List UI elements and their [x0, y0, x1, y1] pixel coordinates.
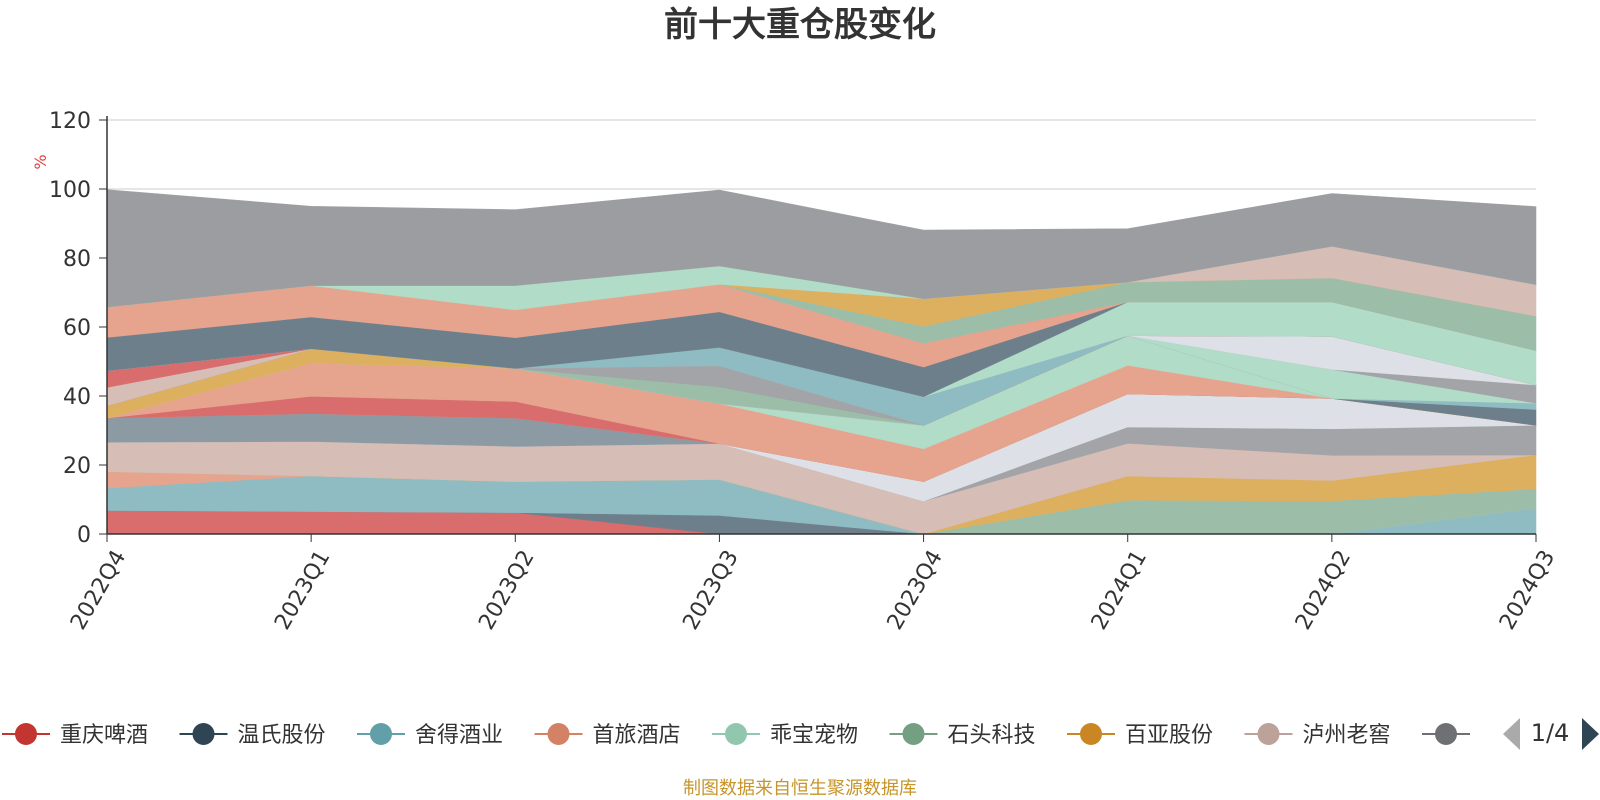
- legend-marker-icon: [725, 723, 747, 745]
- legend-label: 温氏股份: [238, 723, 326, 748]
- legend-label: 重庆啤酒: [60, 723, 148, 748]
- legend-item[interactable]: [1422, 723, 1470, 745]
- legend-item[interactable]: 泸州老窖: [1244, 723, 1391, 748]
- x-tick-label: 2023Q4: [883, 546, 948, 634]
- y-tick-label: 120: [49, 109, 91, 134]
- legend-label: 首旅酒店: [593, 723, 681, 748]
- legend-page-indicator: 1/4: [1531, 719, 1570, 747]
- legend-label: 舍得酒业: [415, 723, 503, 748]
- area-series-34: [106, 189, 1537, 308]
- legend-marker-icon: [370, 723, 392, 745]
- y-tick-label: 100: [49, 178, 91, 203]
- y-axis-label: %: [31, 154, 50, 169]
- legend-next-icon[interactable]: [1582, 718, 1599, 750]
- legend-label: 泸州老窖: [1303, 723, 1391, 748]
- legend-pager[interactable]: 1/4: [1503, 718, 1599, 750]
- y-tick-label: 40: [63, 385, 91, 410]
- legend[interactable]: 重庆啤酒 温氏股份 舍得酒业 首旅酒店 乖宝宠物 石头科技 百亚股份 泸州老窖: [2, 723, 1470, 748]
- legend-item[interactable]: 舍得酒业: [357, 723, 503, 748]
- legend-label: 百亚股份: [1125, 723, 1213, 748]
- stacked-areas: [106, 189, 1537, 535]
- y-tick-label: 0: [77, 523, 91, 548]
- legend-item[interactable]: 石头科技: [889, 723, 1036, 748]
- x-tick-label: 2023Q3: [678, 546, 743, 634]
- legend-marker-icon: [1257, 723, 1280, 745]
- chart-title: 前十大重仓股变化: [664, 5, 936, 45]
- y-tick-label: 20: [63, 454, 91, 479]
- x-tick-label: 2022Q4: [66, 546, 131, 634]
- x-tick-label: 2024Q2: [1291, 546, 1356, 634]
- x-tick-label: 2024Q3: [1495, 546, 1560, 634]
- legend-item[interactable]: 温氏股份: [179, 723, 326, 748]
- legend-prev-icon[interactable]: [1503, 718, 1520, 750]
- source-note: 制图数据来自恒生聚源数据库: [683, 778, 917, 799]
- x-tick-label: 2023Q2: [474, 546, 539, 634]
- legend-marker-icon: [192, 723, 215, 745]
- x-tick-label: 2023Q1: [270, 546, 335, 634]
- legend-label: 乖宝宠物: [770, 723, 858, 748]
- legend-item[interactable]: 乖宝宠物: [712, 723, 858, 748]
- legend-marker-icon: [15, 723, 37, 745]
- legend-label: 石头科技: [948, 723, 1036, 748]
- legend-item[interactable]: 百亚股份: [1067, 723, 1213, 748]
- legend-marker-icon: [1435, 723, 1457, 745]
- y-tick-label: 60: [63, 316, 91, 341]
- y-tick-label: 80: [63, 247, 91, 272]
- legend-marker-icon: [547, 723, 570, 745]
- x-tick-label: 2024Q1: [1087, 546, 1152, 634]
- legend-marker-icon: [902, 723, 925, 745]
- legend-item[interactable]: 首旅酒店: [534, 723, 681, 748]
- legend-marker-icon: [1080, 723, 1102, 745]
- legend-item[interactable]: 重庆啤酒: [2, 723, 148, 748]
